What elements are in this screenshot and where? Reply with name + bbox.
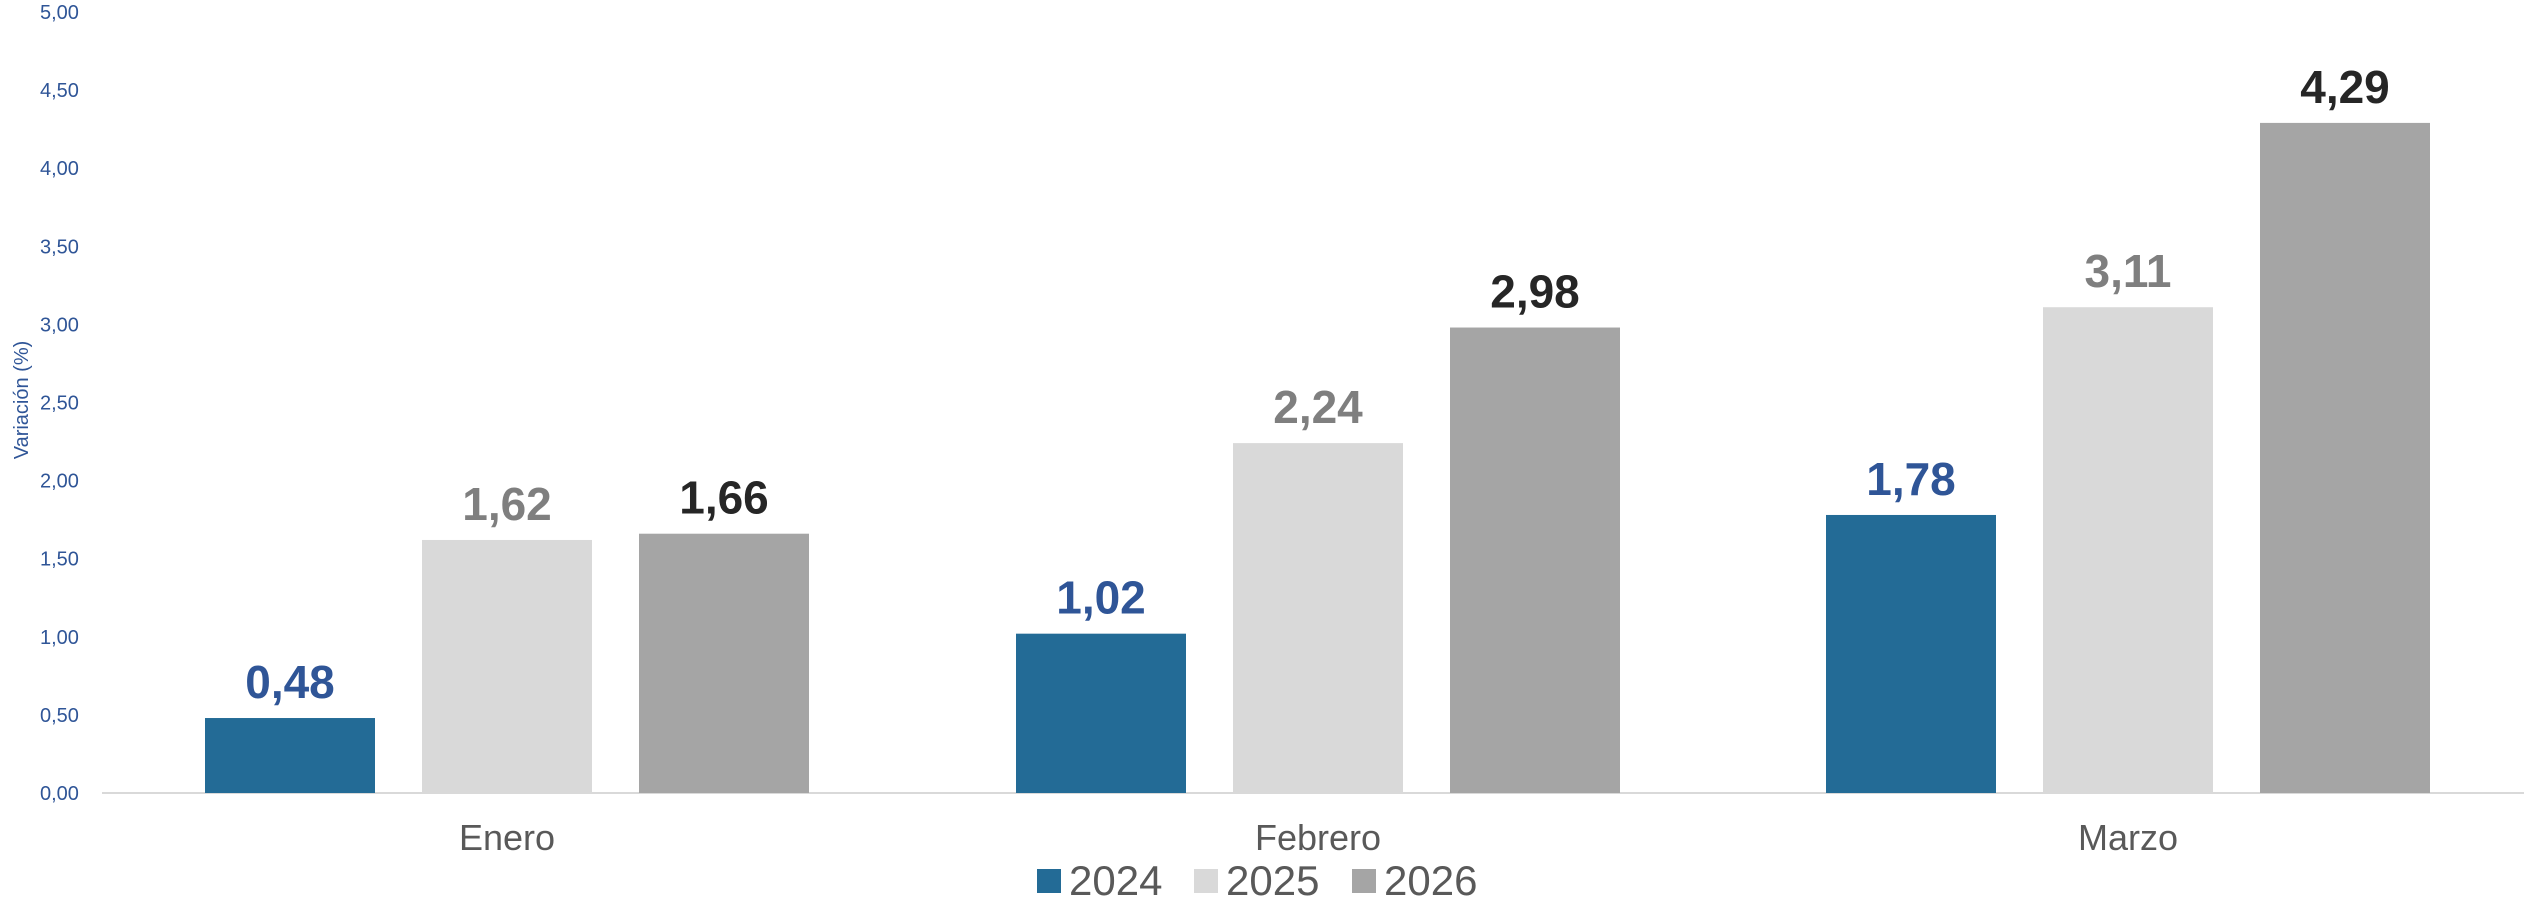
bar-2026-enero	[639, 533, 809, 793]
bar-2025-enero	[422, 539, 592, 793]
y-tick-label: 3,50	[40, 236, 79, 258]
bar-2024-febrero	[1016, 633, 1186, 793]
data-label: 1,62	[462, 478, 552, 530]
x-category-label: Febrero	[1255, 817, 1381, 858]
data-label: 1,66	[679, 472, 769, 524]
bar-2024-marzo	[1826, 514, 1996, 793]
y-axis-ticks: 0,00 0,50 1,00 1,50 2,00 2,50 3,00 3,50 4,00 4,50…	[40, 2, 79, 805]
data-label: 2,98	[1490, 266, 1580, 318]
data-label: 1,02	[1056, 572, 1146, 624]
y-tick-label: 4,00	[40, 158, 79, 180]
data-labels-group: 0,48 1,62 1,66 1,02 2,24 2,98 1,78 3,11 4,29	[245, 61, 2390, 708]
y-tick-label: 3,00	[40, 314, 79, 336]
data-label: 3,11	[2085, 245, 2172, 297]
legend-label: 2025	[1226, 857, 1319, 900]
legend-label: 2026	[1384, 857, 1477, 900]
bar-2026-marzo	[2260, 122, 2430, 794]
data-label: 1,78	[1866, 453, 1956, 505]
legend-swatch-2025	[1194, 869, 1218, 893]
legend-swatch-2024	[1037, 869, 1061, 893]
x-category-label: Enero	[459, 817, 555, 858]
y-tick-label: 2,50	[40, 393, 79, 415]
y-axis-label: Variación (%)	[11, 341, 33, 460]
y-tick-label: 1,50	[40, 549, 79, 571]
bar-2024-enero	[205, 718, 375, 793]
legend: 2024 2025 2026	[1037, 857, 1477, 900]
legend-swatch-2026	[1352, 869, 1376, 893]
y-tick-label: 0,50	[40, 705, 79, 727]
legend-label: 2024	[1069, 857, 1162, 900]
y-tick-label: 5,00	[40, 2, 79, 24]
data-label: 4,29	[2300, 61, 2390, 113]
y-tick-label: 2,00	[40, 471, 79, 493]
bar-2025-febrero	[1233, 443, 1403, 793]
data-label: 0,48	[245, 656, 335, 708]
y-tick-label: 0,00	[40, 783, 79, 805]
y-tick-label: 1,00	[40, 627, 79, 649]
data-label: 2,24	[1273, 381, 1363, 433]
x-category-label: Marzo	[2078, 817, 2178, 858]
bar-2026-febrero	[1450, 327, 1620, 793]
category-labels-group: Enero Febrero Marzo	[459, 817, 2178, 858]
bar-2025-marzo	[2043, 307, 2213, 793]
y-tick-label: 4,50	[40, 80, 79, 102]
bars-group	[205, 122, 2430, 794]
